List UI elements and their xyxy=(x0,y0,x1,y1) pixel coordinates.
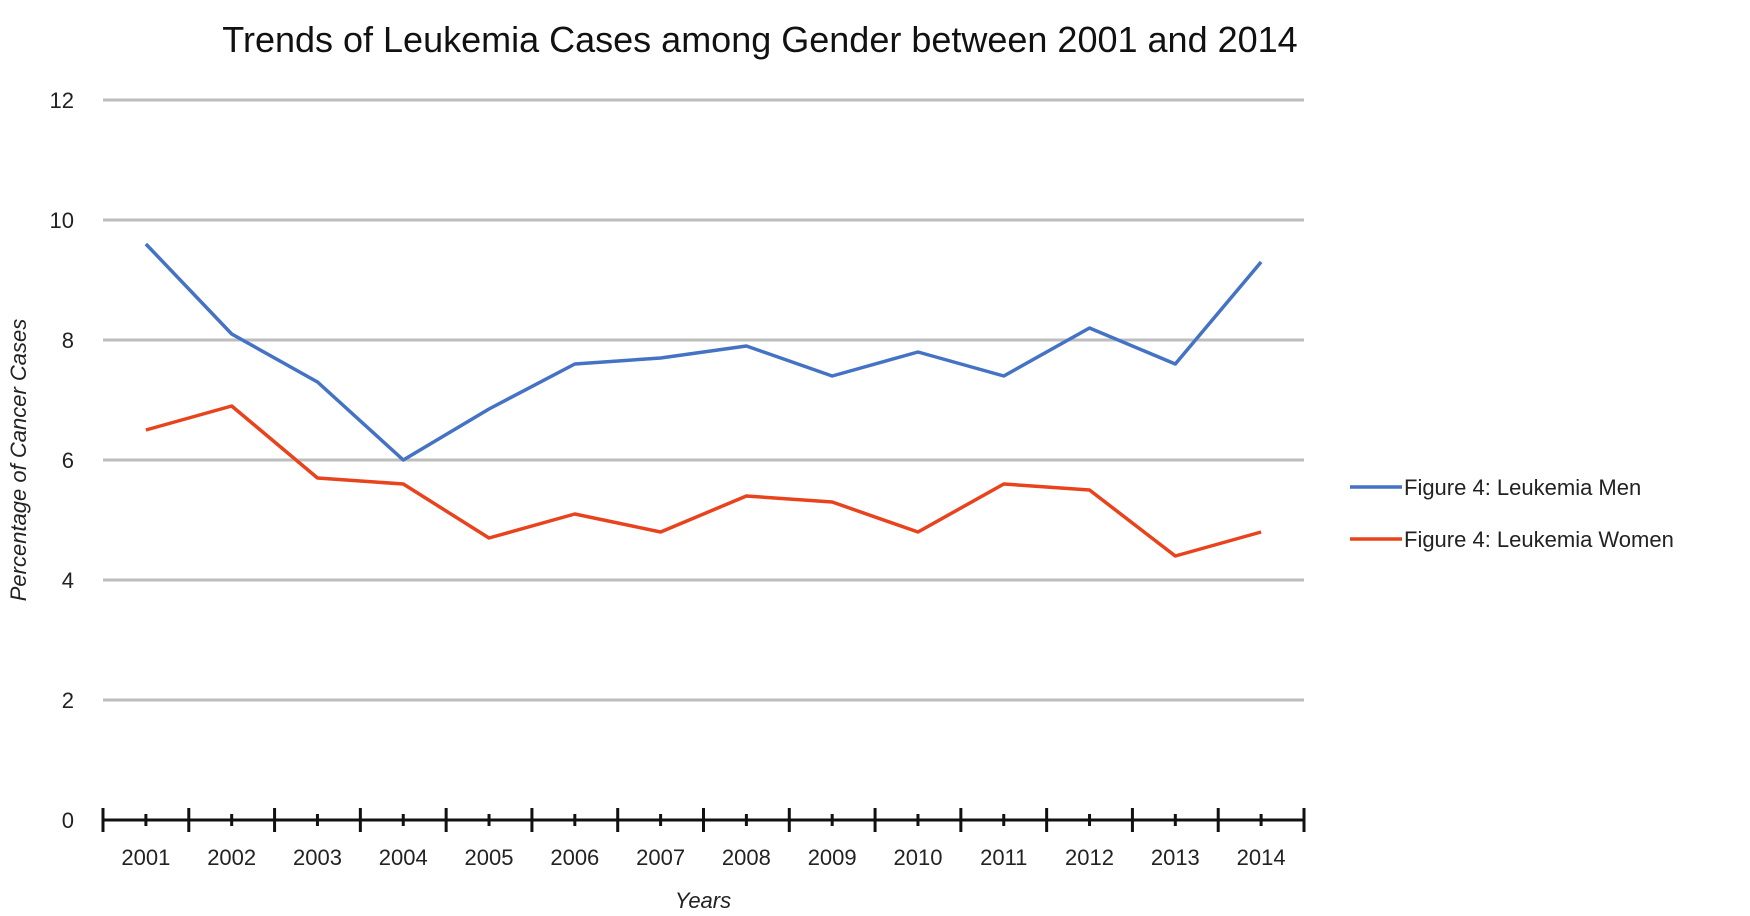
y-axis-ticks: 0 2 4 6 8 10 12 xyxy=(50,88,74,833)
y-tick-label: 12 xyxy=(50,88,74,113)
x-axis: 2001 2002 2003 2004 2005 2006 2007 2008 2009 2010… xyxy=(101,808,1306,870)
y-tick-label: 8 xyxy=(62,328,74,353)
legend: Figure 4: Leukemia Men Figure 4: Leukemia… xyxy=(1350,475,1674,552)
y-tick-label: 10 xyxy=(50,208,74,233)
x-tick-label: 2005 xyxy=(465,845,514,870)
x-tick-label: 2002 xyxy=(207,845,256,870)
x-tick-label: 2001 xyxy=(121,845,170,870)
series-line-women xyxy=(145,404,1262,558)
x-tick-label: 2004 xyxy=(379,845,428,870)
x-tick-label: 2009 xyxy=(808,845,857,870)
x-tick-label: 2012 xyxy=(1065,845,1114,870)
y-tick-label: 6 xyxy=(62,448,74,473)
x-tick-label: 2008 xyxy=(722,845,771,870)
legend-label: Figure 4: Leukemia Men xyxy=(1404,475,1641,500)
x-axis-label: Years xyxy=(675,888,731,913)
y-tick-label: 2 xyxy=(62,688,74,713)
chart-title: Trends of Leukemia Cases among Gender be… xyxy=(222,19,1297,60)
x-tick-label: 2003 xyxy=(293,845,342,870)
x-tick-label: 2014 xyxy=(1237,845,1286,870)
x-tick-label: 2013 xyxy=(1151,845,1200,870)
series-lines xyxy=(144,242,1263,558)
gridlines xyxy=(103,98,1304,702)
series-line-men xyxy=(144,242,1263,462)
y-axis-label: Percentage of Cancer Cases xyxy=(6,319,31,602)
x-tick-label: 2007 xyxy=(636,845,685,870)
y-tick-label: 4 xyxy=(62,568,74,593)
x-tick-label: 2010 xyxy=(893,845,942,870)
x-tick-label: 2006 xyxy=(550,845,599,870)
legend-label: Figure 4: Leukemia Women xyxy=(1404,527,1674,552)
x-tick-label: 2011 xyxy=(980,845,1027,870)
y-tick-label: 0 xyxy=(62,808,74,833)
